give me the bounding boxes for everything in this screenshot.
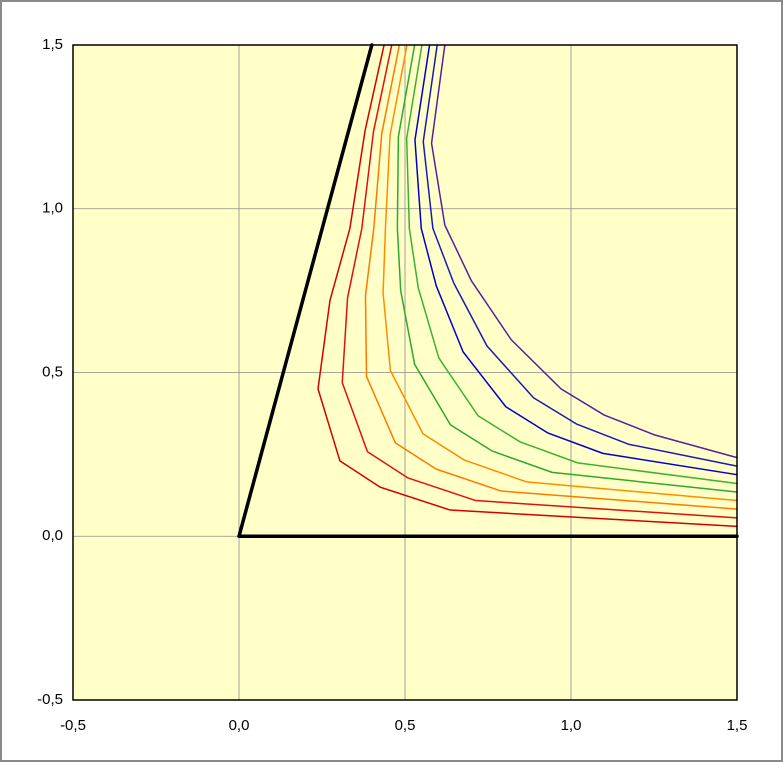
y-tick-label: 1,0 xyxy=(42,200,63,217)
y-tick-label: 1,5 xyxy=(42,36,63,53)
plot-border xyxy=(72,44,738,701)
series-line xyxy=(405,44,738,485)
plot-lines xyxy=(237,43,739,538)
x-tick-label: 0,0 xyxy=(229,717,250,734)
series-line xyxy=(422,44,738,467)
x-tick-label: 1,0 xyxy=(561,717,582,734)
series-line xyxy=(382,44,738,502)
series-line xyxy=(341,44,738,519)
y-tick-label: -0,5 xyxy=(37,691,63,708)
x-tick-label: 0,5 xyxy=(395,717,416,734)
series-line xyxy=(430,44,738,459)
series-line xyxy=(317,44,738,528)
x-tick-label: -0,5 xyxy=(60,717,86,734)
x-tick-label: 1,5 xyxy=(727,717,748,734)
y-tick-label: 0,0 xyxy=(42,527,63,544)
series-line xyxy=(396,44,738,493)
tick-labels: -0,5 0,0 0,5 1,0 1,5 -0,5 0,0 0,5 1,0 1,5 xyxy=(37,36,747,734)
series-line xyxy=(237,43,739,538)
series-line xyxy=(364,44,738,510)
y-tick-label: 0,5 xyxy=(42,363,63,380)
series-line xyxy=(414,44,738,476)
